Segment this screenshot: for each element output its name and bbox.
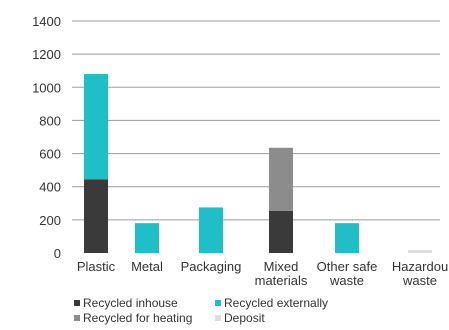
bar-segment [335, 223, 359, 253]
x-category-label-line: Hazardou [392, 259, 448, 274]
y-tick-label: 1200 [32, 47, 61, 62]
x-category-label: Metal [131, 259, 163, 274]
x-category-label: Packaging [181, 259, 242, 274]
x-category-label-line: Metal [131, 259, 163, 274]
x-category-label: Mixed materials [255, 259, 308, 288]
y-tick-label: 0 [54, 246, 61, 261]
bar-segment [84, 74, 108, 180]
legend-swatch [74, 300, 80, 306]
legend-label: Deposit [224, 311, 265, 325]
x-category-label: Hazardou waste [392, 259, 448, 288]
x-category-label-line: Packaging [181, 259, 242, 274]
gridlines [72, 20, 440, 221]
bar-segment [135, 223, 159, 253]
y-tick-label: 1400 [32, 14, 61, 29]
legend-swatch [215, 315, 221, 321]
y-tick-label: 800 [39, 113, 61, 128]
y-tick-label: 1000 [32, 80, 61, 95]
x-category-label-line: Other safe [317, 259, 378, 274]
x-category-label: Other safe waste [317, 259, 378, 288]
legend-swatch [74, 315, 80, 321]
x-axis-labels: Plastic Metal Packaging Mixed materials Other… [77, 259, 448, 288]
x-category-label-line: materials [255, 273, 308, 288]
bar-segment [199, 207, 223, 253]
legend-label: Recycled for heating [83, 311, 192, 325]
x-category-label-line: Plastic [77, 259, 116, 274]
legend-label: Recycled externally [224, 296, 328, 310]
legend-swatch [215, 300, 221, 306]
bar-segment [269, 210, 293, 253]
y-axis-ticks: 0 200 400 600 800 1000 1200 1400 [32, 14, 61, 261]
x-category-label-line: waste [402, 273, 437, 288]
y-tick-label: 400 [39, 180, 61, 195]
legend-label: Recycled inhouse [83, 296, 178, 310]
bar-segment [269, 147, 293, 211]
y-tick-label: 600 [39, 147, 61, 162]
legend: Recycled inhouse Recycled externally Recyc… [74, 296, 328, 325]
x-category-label: Plastic [77, 259, 116, 274]
bar-segment [408, 250, 432, 253]
x-category-label-line: Mixed [264, 259, 299, 274]
y-tick-label: 200 [39, 213, 61, 228]
x-category-label-line: waste [329, 273, 364, 288]
bars [84, 74, 432, 253]
bar-segment [84, 179, 108, 253]
